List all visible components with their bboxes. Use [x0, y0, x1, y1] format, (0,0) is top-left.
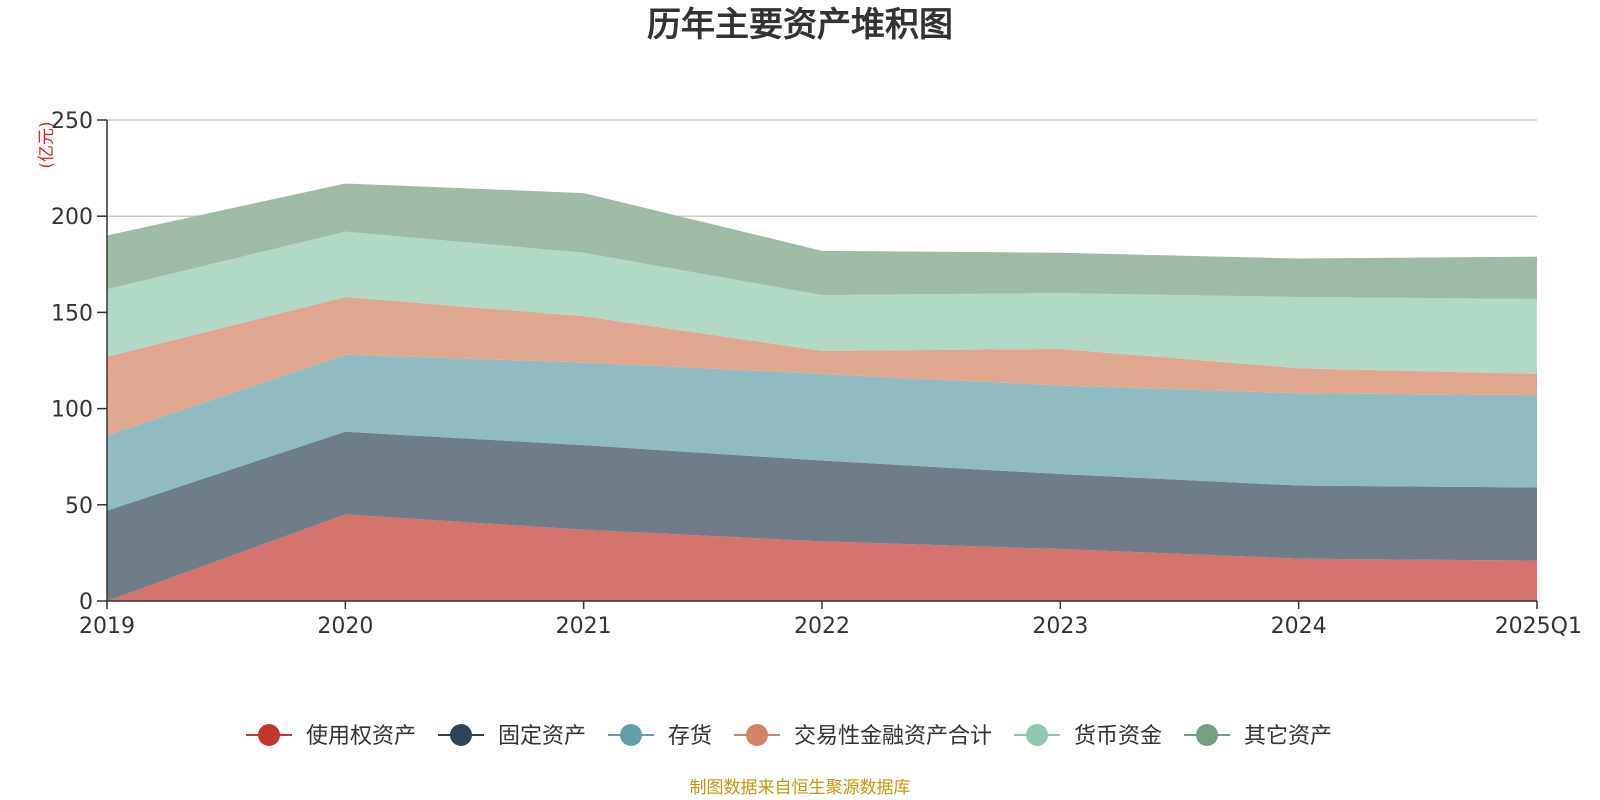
legend-label: 其它资产 — [1244, 724, 1332, 749]
y-tick-label: 100 — [51, 398, 93, 423]
y-tick-label: 50 — [65, 494, 93, 519]
legend-item-6[interactable]: 其它资产 — [1184, 724, 1332, 749]
legend-label: 固定资产 — [498, 724, 586, 749]
legend-marker — [620, 724, 642, 746]
legend-item-5[interactable]: 货币资金 — [1014, 724, 1162, 749]
area-series-2[interactable] — [107, 431, 1537, 601]
y-tick-label: 200 — [51, 205, 93, 230]
legend-item-1[interactable]: 使用权资产 — [246, 724, 416, 749]
x-tick-label: 2023 — [1032, 614, 1088, 639]
x-tick-label: 2020 — [317, 614, 373, 639]
area-series-5[interactable] — [107, 231, 1537, 374]
area-series-4[interactable] — [107, 297, 1537, 436]
area-series-1[interactable] — [107, 514, 1537, 601]
y-tick-label: 0 — [79, 590, 93, 615]
legend-marker — [450, 724, 472, 746]
data-source-note: 制图数据来自恒生聚源数据库 — [690, 778, 911, 798]
x-tick-label: 2019 — [79, 614, 135, 639]
x-tick-label: 2021 — [556, 614, 612, 639]
legend-item-4[interactable]: 交易性金融资产合计 — [734, 724, 992, 749]
x-tick-label: 2022 — [794, 614, 850, 639]
legend-label: 使用权资产 — [306, 724, 416, 749]
legend-label: 存货 — [668, 724, 712, 749]
legend-marker — [1196, 724, 1218, 746]
legend-item-2[interactable]: 固定资产 — [438, 724, 586, 749]
area-series-3[interactable] — [107, 354, 1537, 511]
legend-marker — [1026, 724, 1048, 746]
legend-marker — [258, 724, 280, 746]
axes: 0 50 100 150 200 250 2019 2020 2021 2022 2023 2024 2… — [51, 109, 1582, 639]
chart-title: 历年主要资产堆积图 — [647, 5, 953, 45]
x-tick-label: 2025Q1 — [1495, 614, 1582, 639]
legend-item-3[interactable]: 存货 — [608, 724, 712, 749]
area-series — [107, 183, 1537, 601]
x-tick-label: 2024 — [1271, 614, 1327, 639]
y-axis-unit: (亿元) — [37, 121, 57, 168]
area-series-6[interactable] — [107, 183, 1537, 299]
legend-label: 交易性金融资产合计 — [794, 724, 992, 749]
legend[interactable]: 使用权资产 固定资产 存货 交易性金融资产合计 货币资金 其它资产 — [246, 724, 1332, 749]
legend-label: 货币资金 — [1074, 724, 1162, 749]
y-tick-label: 250 — [51, 109, 93, 134]
legend-marker — [746, 724, 768, 746]
y-tick-label: 150 — [51, 301, 93, 326]
